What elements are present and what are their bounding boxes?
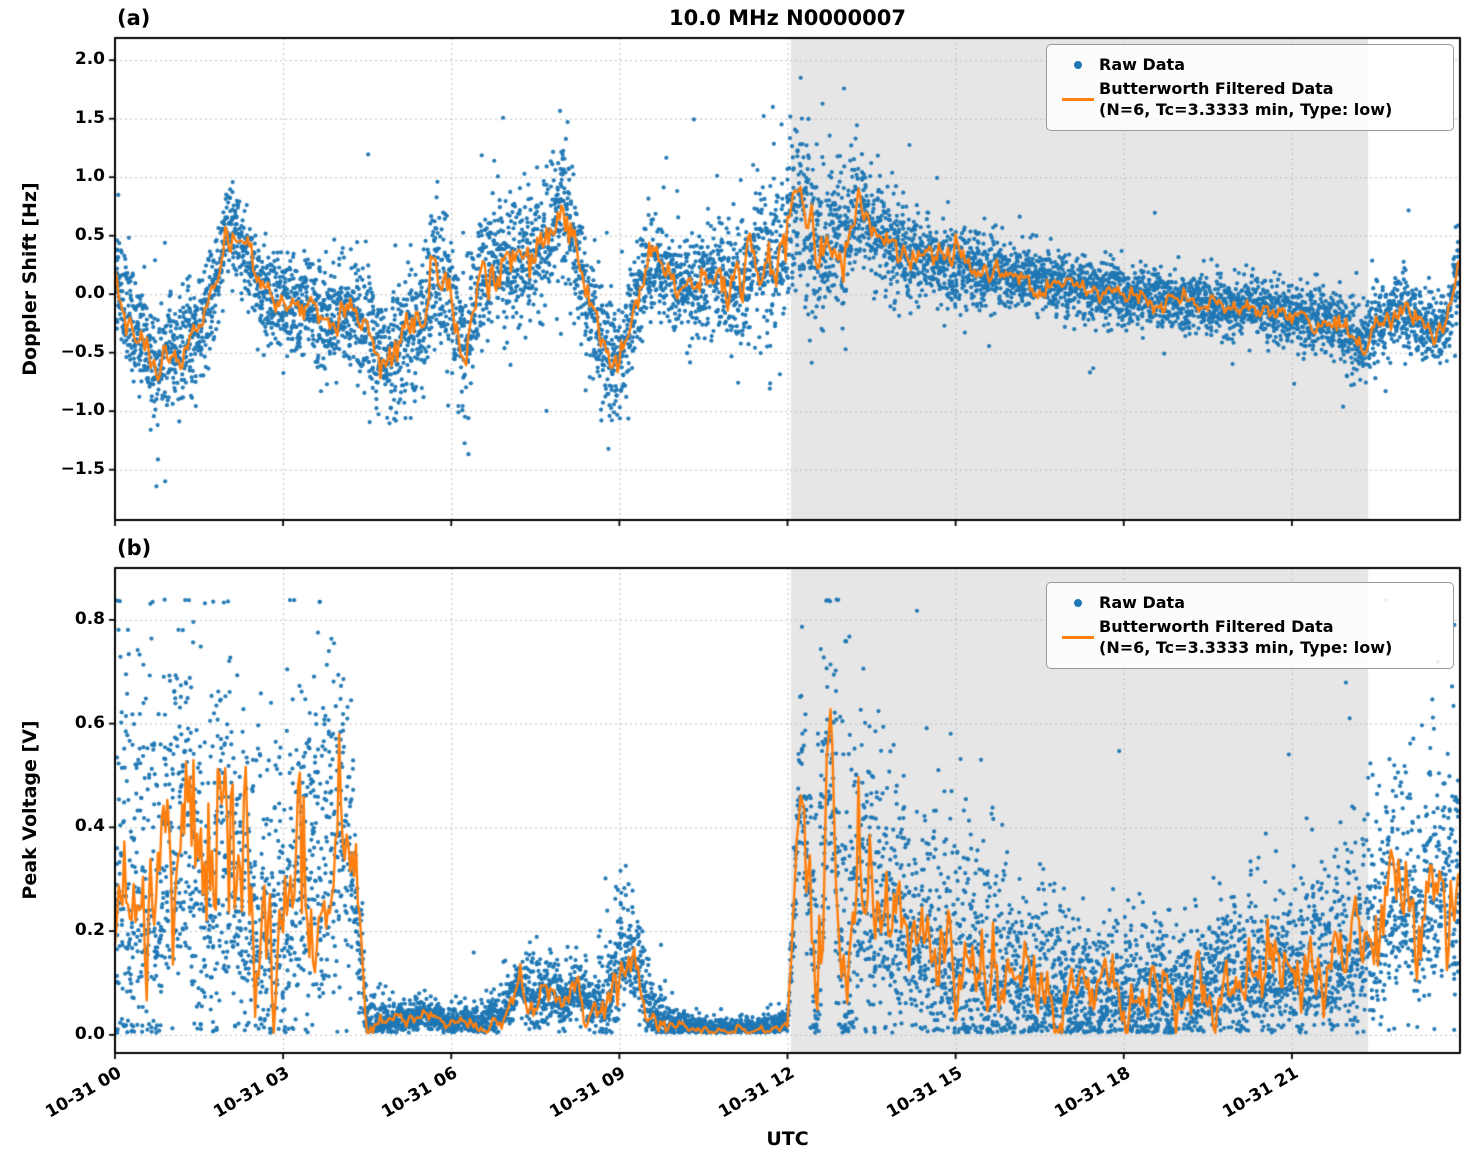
raw-data-marker-icon xyxy=(1074,598,1082,607)
legend-filtered-params: (N=6, Tc=3.3333 min, Type: low) xyxy=(1099,100,1393,120)
y-axis-label-b: Peak Voltage [V] xyxy=(19,720,41,900)
legend-row-raw: Raw Data xyxy=(1057,592,1443,614)
y-tick-label: 0.0 xyxy=(74,283,105,304)
legend-row-filtered: Butterworth Filtered Data (N=6, Tc=3.333… xyxy=(1057,78,1443,121)
legend-row-filtered: Butterworth Filtered Data (N=6, Tc=3.333… xyxy=(1057,616,1443,659)
legend-panel-b: Raw Data Butterworth Filtered Data (N=6,… xyxy=(1046,582,1454,669)
legend-filtered-label: Butterworth Filtered Data xyxy=(1099,616,1334,636)
y-tick-label: 0.5 xyxy=(74,224,105,245)
legend-panel-a: Raw Data Butterworth Filtered Data (N=6,… xyxy=(1046,44,1454,131)
legend-filtered-label: Butterworth Filtered Data xyxy=(1099,78,1334,98)
legend-marker-cell xyxy=(1057,598,1099,607)
legend-filtered-text: Butterworth Filtered Data (N=6, Tc=3.333… xyxy=(1099,616,1392,659)
panel-a-label: (a) xyxy=(117,6,151,30)
x-axis-label: UTC xyxy=(766,1128,809,1150)
legend-filtered-params: (N=6, Tc=3.3333 min, Type: low) xyxy=(1099,638,1393,658)
legend-marker-cell xyxy=(1057,97,1099,101)
y-tick-label: 0.8 xyxy=(74,608,105,629)
y-tick-label: 0.0 xyxy=(74,1023,105,1044)
y-tick-label: −1.0 xyxy=(60,400,105,421)
filtered-line-icon xyxy=(1062,635,1094,639)
y-tick-label: 0.6 xyxy=(74,712,105,733)
legend-row-raw: Raw Data xyxy=(1057,54,1443,76)
y-tick-label: 1.5 xyxy=(74,107,105,128)
y-tick-label: −1.5 xyxy=(60,458,105,479)
y-tick-label: 1.0 xyxy=(74,166,105,187)
y-tick-label: 0.2 xyxy=(74,920,105,941)
legend-raw-label: Raw Data xyxy=(1099,55,1185,74)
filtered-line-icon xyxy=(1062,97,1094,101)
y-tick-label: 0.4 xyxy=(74,816,105,837)
figure-title: 10.0 MHz N0000007 xyxy=(669,6,906,30)
legend-marker-cell xyxy=(1057,635,1099,639)
legend-filtered-text: Butterworth Filtered Data (N=6, Tc=3.333… xyxy=(1099,78,1392,121)
y-tick-label: 2.0 xyxy=(74,49,105,70)
panel-b-label: (b) xyxy=(117,536,152,560)
y-tick-label: −0.5 xyxy=(60,341,105,362)
raw-data-marker-icon xyxy=(1074,60,1082,69)
legend-raw-label: Raw Data xyxy=(1099,593,1185,612)
legend-marker-cell xyxy=(1057,60,1099,69)
